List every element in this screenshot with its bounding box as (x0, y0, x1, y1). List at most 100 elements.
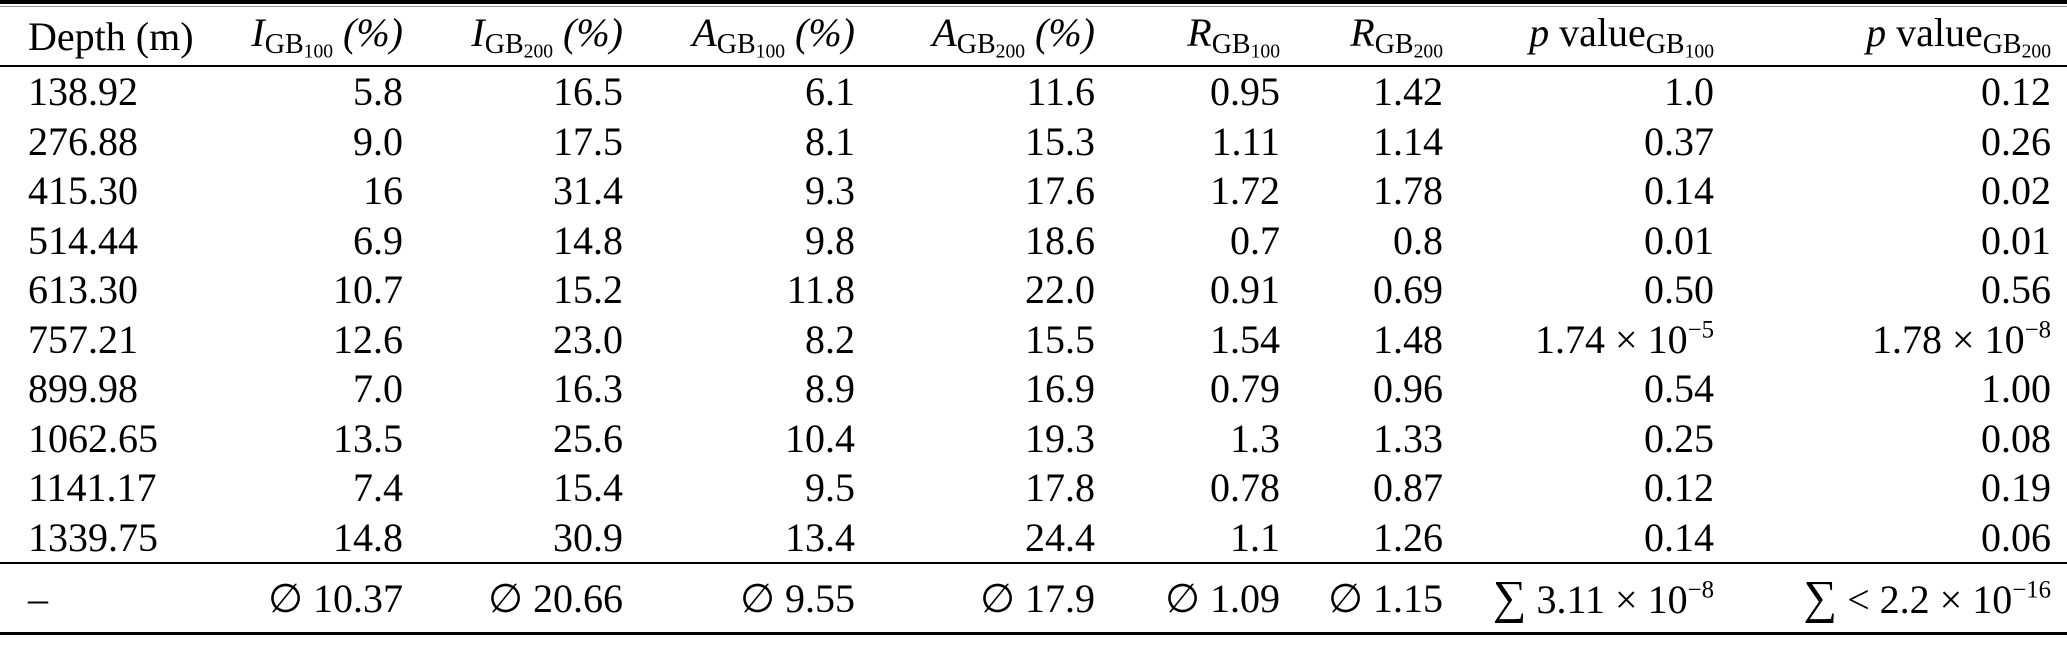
header-subscript: GB100 (716, 28, 786, 63)
exponent: −8 (1687, 576, 1714, 604)
cell-r-gb200-row2: 1.14 (1373, 118, 1443, 164)
table-summary-row: – ∅ 10.37 ∅ 20.66 ∅ 9.55 ∅ 17.9 ∅ 1.09 ∅ 1.15 ∑… (0, 562, 2067, 635)
table-body: 138.92 5.8 16.5 6.1 11.6 0.95 1.42 1.0 0.12 276.8… (0, 66, 2067, 563)
cell-i-gb200-row1: 16.5 (553, 69, 623, 115)
header-subscript: GB100 (1211, 28, 1280, 63)
cell-p-gb100-row10: 0.14 (1644, 514, 1714, 560)
header-math-letter: A (692, 9, 717, 55)
cell-i-gb100-row6: 12.6 (333, 316, 403, 362)
cell-r-gb200-row4: 0.8 (1393, 217, 1443, 263)
header-word: value (1549, 9, 1646, 55)
cell-a-gb100-row5: 11.8 (786, 267, 855, 313)
header-unit: (%) (333, 9, 403, 55)
results-table: Depth (m) IGB100 (%) IGB200 (%) AGB100 (%) A… (0, 7, 2067, 635)
cell-r-gb200-row10: 1.26 (1373, 514, 1443, 560)
cell-i-gb100-row2: 9.0 (353, 118, 403, 164)
header-word: value (1886, 9, 1983, 55)
cell-a-gb200-row2: 15.3 (1025, 118, 1095, 164)
cell-a-gb200-row8: 19.3 (1025, 415, 1095, 461)
cell-a-gb200-row3: 17.6 (1025, 168, 1095, 214)
summary-cell-a-gb100: ∅ 9.55 (623, 562, 855, 635)
cell-depth-row8: 1062.65 (28, 415, 158, 461)
table-row-2: 276.88 9.0 17.5 8.1 15.3 1.11 1.14 0.37 0.26 (0, 117, 2067, 167)
header-subscript: GB100 (264, 28, 334, 63)
cell-depth-row2: 276.88 (28, 118, 138, 164)
cell-a-gb100-row9: 9.5 (805, 465, 855, 511)
cell-a-gb100-row7: 8.9 (805, 366, 855, 412)
summary-cell-i-gb200: ∅ 20.66 (403, 562, 623, 635)
cell-r-gb100-row6: 1.54 (1210, 316, 1280, 362)
table-top-rule-thick (0, 0, 2067, 4)
cell-a-gb200-row4: 18.6 (1025, 217, 1095, 263)
cell-r-gb100-row4: 0.7 (1230, 217, 1280, 263)
column-header-a-gb200: AGB200 (%) (855, 7, 1095, 67)
table-top-rule-thin (0, 6, 2067, 7)
header-unit: (%) (785, 9, 855, 55)
cell-a-gb100-row8: 10.4 (785, 415, 855, 461)
cell-r-gb100-row1: 0.95 (1210, 69, 1280, 115)
cell-r-gb200-row9: 0.87 (1373, 465, 1443, 511)
header-subscript: GB100 (1645, 28, 1714, 63)
table-row-1: 138.92 5.8 16.5 6.1 11.6 0.95 1.42 1.0 0.12 (0, 66, 2067, 117)
cell-i-gb200-row6: 23.0 (553, 316, 623, 362)
header-subscript: GB200 (1374, 28, 1443, 63)
cell-r-gb200-row6: 1.48 (1373, 316, 1443, 362)
header-sub-subscript: 200 (523, 41, 554, 63)
cell-r-gb100-row2: 1.11 (1211, 118, 1280, 164)
cell-r-gb100-row8: 1.3 (1230, 415, 1280, 461)
summary-cell-i-gb100: ∅ 10.37 (175, 562, 403, 635)
cell-a-gb100-row6: 8.2 (805, 316, 855, 362)
column-header-p-gb200: p valueGB200 (1714, 7, 2067, 67)
cell-p-gb200-row4: 0.01 (1981, 217, 2051, 263)
header-math-letter: I (251, 9, 265, 55)
table-header-row: Depth (m) IGB100 (%) IGB200 (%) AGB100 (%) A… (0, 7, 2067, 67)
cell-p-gb200-row3: 0.02 (1981, 168, 2051, 214)
cell-a-gb100-row4: 9.8 (805, 217, 855, 263)
cell-a-gb100-row1: 6.1 (805, 69, 855, 115)
cell-r-gb100-row3: 1.72 (1210, 168, 1280, 214)
header-subscript: GB200 (956, 28, 1026, 63)
cell-depth-row9: 1141.17 (28, 465, 157, 511)
header-subscript: GB200 (1982, 28, 2051, 63)
cell-p-gb200-row9: 0.19 (1981, 465, 2051, 511)
cell-p-gb200-row6: 1.78 × 10−8 (1872, 316, 2051, 362)
header-math-letter: R (1187, 9, 1212, 55)
cell-i-gb100-row5: 10.7 (333, 267, 403, 313)
cell-p-gb200-row1: 0.12 (1981, 69, 2051, 115)
summary-cell-a-gb200: ∅ 17.9 (855, 562, 1095, 635)
header-math-letter: I (471, 9, 485, 55)
cell-i-gb200-row4: 14.8 (553, 217, 623, 263)
cell-i-gb200-row3: 31.4 (553, 168, 623, 214)
table-header: Depth (m) IGB100 (%) IGB200 (%) AGB100 (%) A… (0, 7, 2067, 67)
cell-depth-row7: 899.98 (28, 366, 138, 412)
cell-p-gb100-row6: 1.74 × 10−5 (1535, 316, 1714, 362)
header-math-letter: p (1866, 9, 1887, 55)
cell-i-gb100-row1: 5.8 (353, 69, 403, 115)
cell-r-gb100-row10: 1.1 (1230, 514, 1280, 560)
cell-i-gb200-row7: 16.3 (553, 366, 623, 412)
cell-r-gb200-row3: 1.78 (1373, 168, 1443, 214)
cell-p-gb100-row7: 0.54 (1644, 366, 1714, 412)
header-math-letter: A (932, 9, 957, 55)
cell-i-gb100-row10: 14.8 (333, 514, 403, 560)
table-top-rule-gap (0, 4, 2067, 6)
header-sub-subscript: 100 (1250, 41, 1280, 63)
column-header-r-gb200: RGB200 (1280, 7, 1443, 67)
cell-r-gb200-row7: 0.96 (1373, 366, 1443, 412)
header-math-letter: R (1350, 9, 1375, 55)
cell-p-gb100-row5: 0.50 (1644, 267, 1714, 313)
column-header-i-gb200: IGB200 (%) (403, 7, 623, 67)
header-sub-subscript: 200 (1413, 41, 1443, 63)
cell-r-gb100-row5: 0.91 (1210, 267, 1280, 313)
table-row-4: 514.44 6.9 14.8 9.8 18.6 0.7 0.8 0.01 0.01 (0, 216, 2067, 266)
cell-i-gb200-row5: 15.2 (553, 267, 623, 313)
cell-r-gb100-row9: 0.78 (1210, 465, 1280, 511)
cell-i-gb200-row9: 15.4 (553, 465, 623, 511)
header-sub-subscript: 100 (1684, 41, 1714, 63)
cell-a-gb200-row10: 24.4 (1025, 514, 1095, 560)
cell-a-gb100-row10: 13.4 (785, 514, 855, 560)
cell-a-gb100-row2: 8.1 (805, 118, 855, 164)
header-sub-subscript: 100 (755, 41, 786, 63)
exponent: −16 (2012, 576, 2051, 604)
